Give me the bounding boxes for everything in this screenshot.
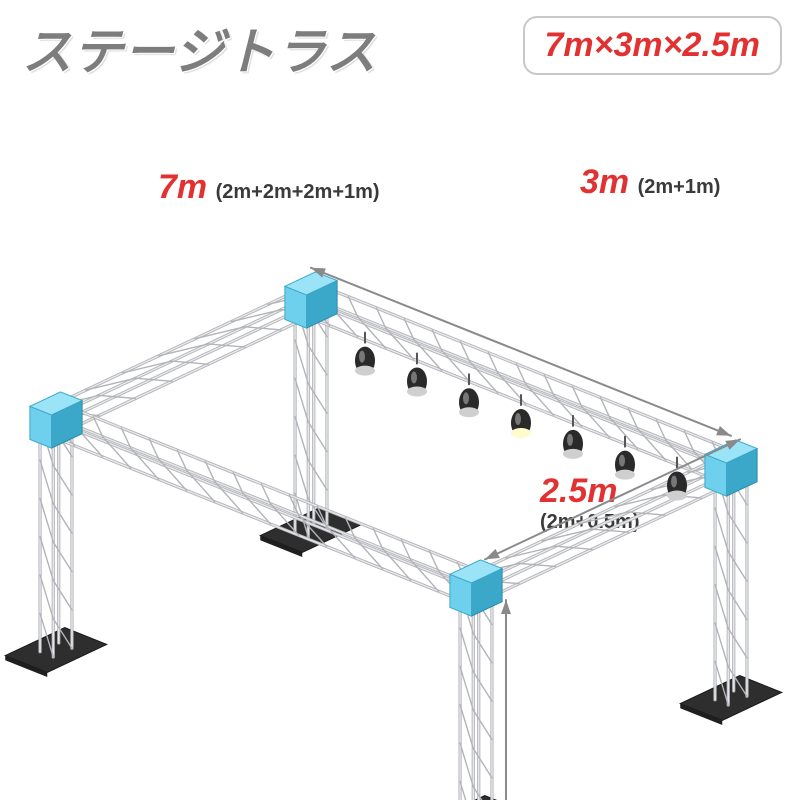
truss-diagram <box>0 0 800 800</box>
page: ステージトラス 7m×3m×2.5m 7m (2m+2m+2m+1m) 3m (… <box>0 0 800 800</box>
